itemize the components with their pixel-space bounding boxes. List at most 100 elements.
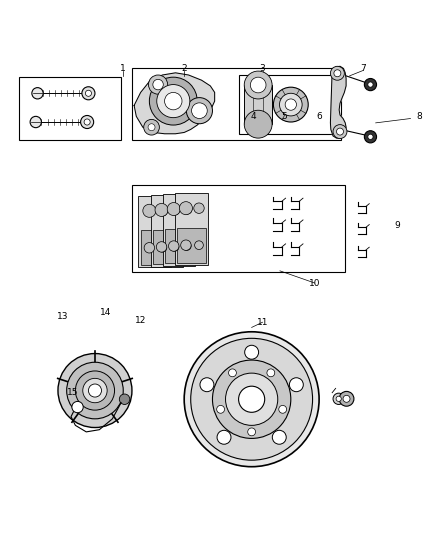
- Circle shape: [85, 90, 92, 96]
- Circle shape: [186, 98, 212, 124]
- Circle shape: [333, 393, 344, 405]
- Circle shape: [83, 378, 107, 403]
- Circle shape: [267, 369, 275, 377]
- Circle shape: [148, 75, 168, 94]
- Circle shape: [157, 85, 190, 118]
- Circle shape: [279, 93, 302, 116]
- Circle shape: [364, 78, 377, 91]
- Bar: [132, 68, 341, 140]
- Bar: [132, 184, 345, 272]
- Circle shape: [272, 430, 286, 444]
- Bar: [239, 75, 334, 134]
- Circle shape: [244, 110, 272, 138]
- Circle shape: [262, 78, 271, 87]
- Circle shape: [144, 243, 155, 253]
- Circle shape: [88, 384, 102, 397]
- Circle shape: [67, 362, 123, 419]
- Circle shape: [239, 386, 265, 413]
- Circle shape: [82, 87, 95, 100]
- Circle shape: [144, 119, 159, 135]
- Circle shape: [368, 82, 373, 87]
- Circle shape: [194, 203, 204, 213]
- Circle shape: [248, 428, 255, 436]
- Circle shape: [364, 131, 377, 143]
- Circle shape: [244, 71, 272, 99]
- Circle shape: [165, 92, 182, 110]
- Circle shape: [290, 378, 303, 392]
- Circle shape: [155, 204, 168, 216]
- Bar: [141, 230, 169, 265]
- Text: 1: 1: [120, 64, 126, 73]
- Circle shape: [30, 116, 42, 128]
- Circle shape: [75, 371, 115, 410]
- Circle shape: [184, 332, 319, 467]
- Text: 6: 6: [316, 112, 322, 121]
- Circle shape: [81, 116, 94, 128]
- Text: 2: 2: [181, 64, 187, 73]
- Circle shape: [191, 338, 313, 460]
- Text: 7: 7: [360, 64, 365, 73]
- Circle shape: [183, 241, 191, 251]
- Polygon shape: [134, 73, 215, 134]
- Text: 11: 11: [257, 318, 268, 327]
- Circle shape: [148, 124, 155, 131]
- Circle shape: [143, 204, 156, 217]
- Circle shape: [333, 125, 347, 139]
- Circle shape: [180, 201, 192, 215]
- Circle shape: [279, 406, 286, 413]
- Bar: [138, 196, 171, 268]
- Polygon shape: [330, 66, 346, 138]
- Circle shape: [212, 360, 291, 439]
- Circle shape: [182, 204, 192, 214]
- Circle shape: [336, 128, 343, 135]
- Circle shape: [72, 401, 83, 413]
- Text: 10: 10: [309, 279, 321, 287]
- Circle shape: [368, 134, 373, 140]
- Circle shape: [194, 241, 203, 249]
- Circle shape: [200, 378, 214, 392]
- Circle shape: [229, 369, 237, 377]
- Text: 5: 5: [281, 112, 287, 121]
- Circle shape: [32, 87, 43, 99]
- Circle shape: [336, 396, 341, 401]
- Circle shape: [217, 430, 231, 444]
- Bar: [153, 230, 181, 264]
- Circle shape: [217, 406, 225, 413]
- Circle shape: [181, 240, 191, 251]
- Circle shape: [251, 77, 266, 93]
- Bar: [163, 194, 195, 265]
- Circle shape: [334, 70, 341, 77]
- Circle shape: [343, 395, 350, 402]
- Bar: [177, 228, 205, 263]
- Text: 8: 8: [417, 112, 422, 121]
- Bar: [19, 77, 121, 140]
- Circle shape: [170, 243, 179, 251]
- Circle shape: [226, 373, 278, 425]
- Circle shape: [169, 241, 179, 251]
- Circle shape: [157, 206, 168, 216]
- Circle shape: [119, 394, 130, 405]
- Circle shape: [245, 345, 258, 359]
- Text: 14: 14: [100, 308, 112, 317]
- Text: 15: 15: [67, 388, 79, 397]
- Text: 12: 12: [135, 317, 146, 326]
- Circle shape: [153, 79, 163, 90]
- Circle shape: [58, 353, 132, 427]
- Circle shape: [191, 103, 207, 118]
- Circle shape: [156, 241, 167, 252]
- Circle shape: [84, 119, 90, 125]
- Circle shape: [330, 66, 344, 80]
- Bar: [151, 195, 184, 266]
- Bar: [165, 229, 193, 263]
- Circle shape: [158, 244, 167, 252]
- Circle shape: [167, 203, 180, 215]
- Text: 13: 13: [57, 312, 68, 321]
- Bar: [175, 193, 208, 265]
- Circle shape: [273, 87, 308, 122]
- Circle shape: [170, 205, 180, 215]
- Circle shape: [285, 99, 297, 110]
- Circle shape: [339, 391, 354, 406]
- Text: 3: 3: [260, 64, 265, 73]
- Bar: [244, 85, 272, 124]
- Text: 9: 9: [395, 221, 400, 230]
